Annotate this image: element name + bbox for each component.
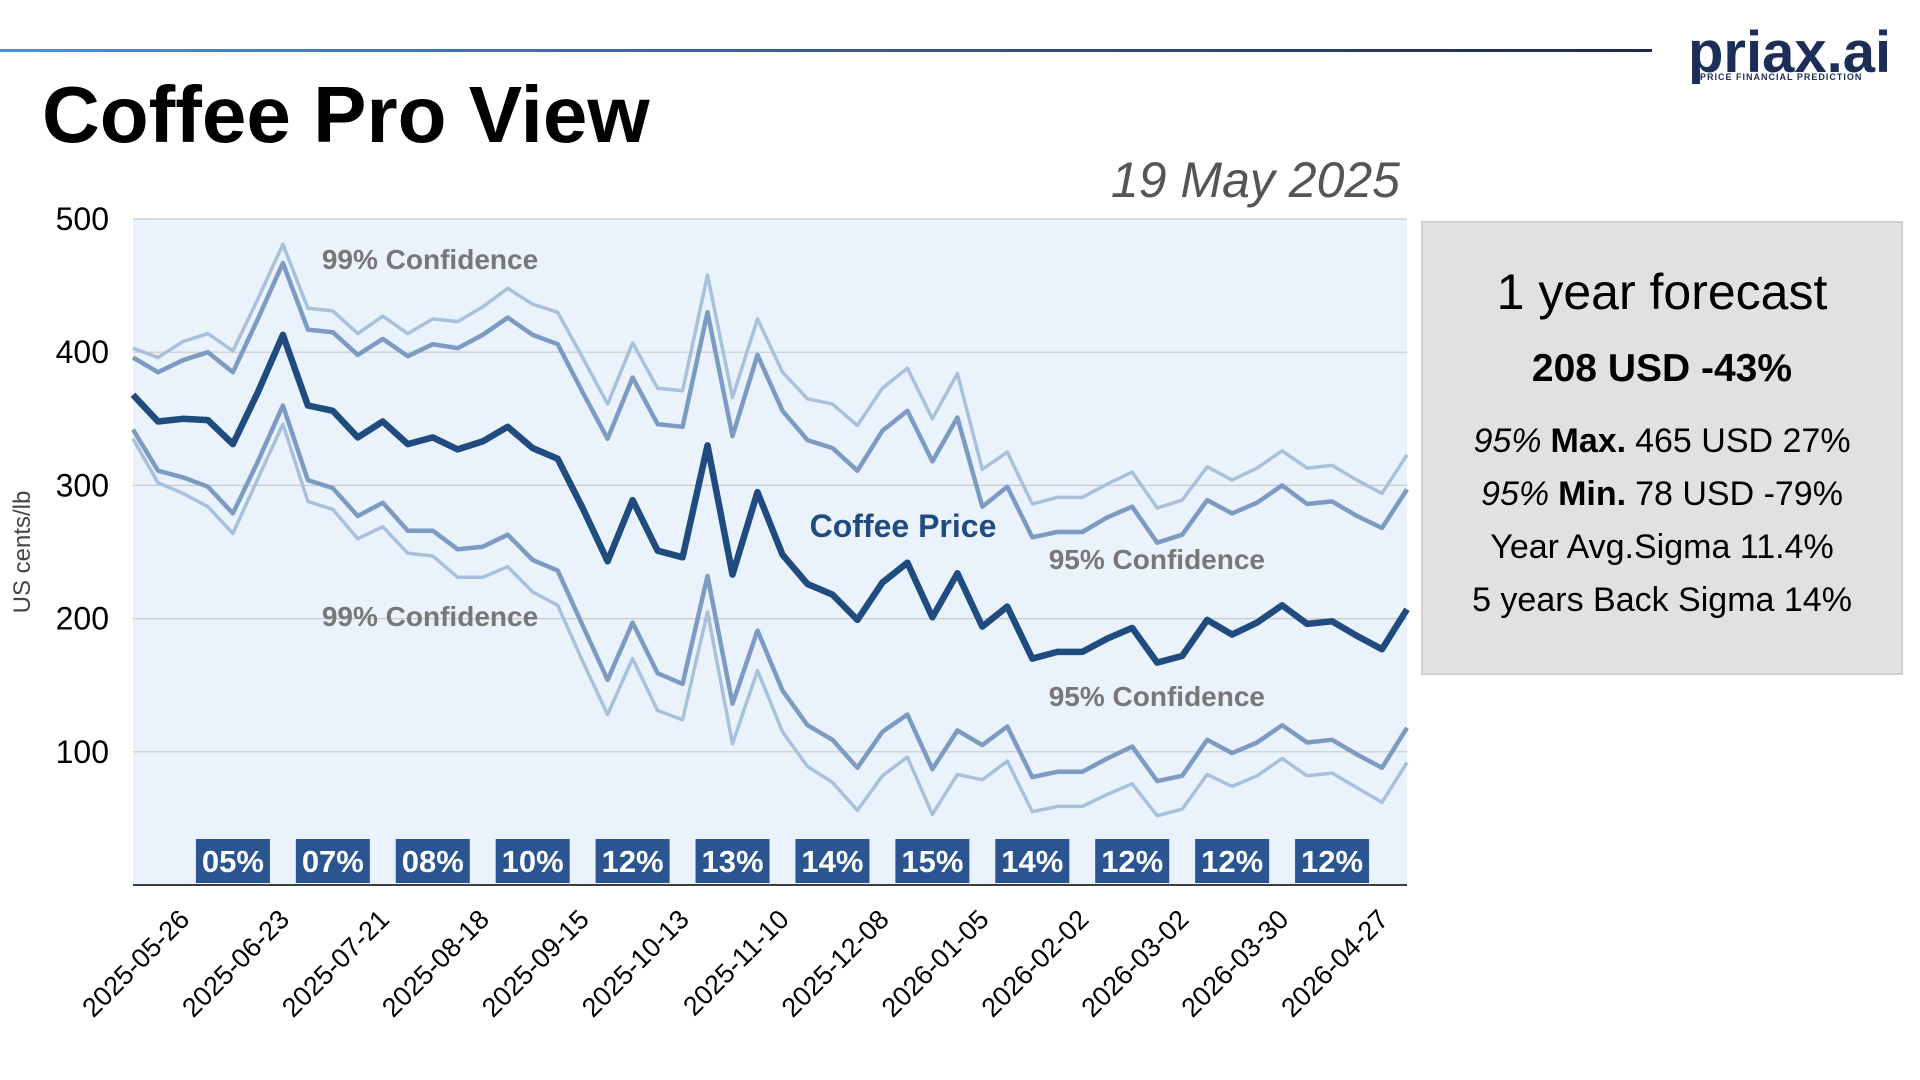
logo: priax.ai xyxy=(1688,20,1891,85)
x-tick-label: 2026-03-02 xyxy=(1076,904,1195,1023)
forecast-line: Year Avg.Sigma 11.4% xyxy=(1423,521,1901,574)
series-label: 95% Confidence xyxy=(1049,681,1265,712)
x-tick-label: 2025-12-08 xyxy=(776,904,895,1023)
forecast-line-kind: Max. xyxy=(1550,422,1627,460)
sigma-box xyxy=(1095,839,1170,883)
x-tick-label: 2026-04-27 xyxy=(1275,904,1394,1023)
forecast-headline: 208 USD -43% xyxy=(1531,347,1793,390)
page-title: Coffee Pro View xyxy=(42,70,650,159)
sigma-box xyxy=(195,839,270,883)
series-label: 99% Confidence xyxy=(322,244,538,275)
y-tick-label: 100 xyxy=(56,734,109,770)
forecast-line-kind: Min. xyxy=(1558,475,1627,513)
sigma-label: 12% xyxy=(602,844,664,879)
x-tick-label: 2025-09-15 xyxy=(476,904,595,1023)
sigma-box xyxy=(595,839,670,883)
series-label-main: Coffee Price xyxy=(810,508,997,544)
forecast-line-level: 95% xyxy=(1481,475,1550,513)
forecast-lines: 95% Max. 465 USD 27% 95% Min. 78 USD -79% Year… xyxy=(1423,415,1901,627)
sigma-box xyxy=(895,839,970,883)
y-tick-label: 200 xyxy=(56,601,109,637)
forecast-line-text: 78 USD -79% xyxy=(1635,475,1843,513)
sigma-label: 12% xyxy=(1301,844,1363,879)
x-tick-label: 2026-01-05 xyxy=(876,904,995,1023)
sigma-box xyxy=(1195,839,1270,883)
series-line xyxy=(132,242,1409,510)
x-tick-label: 2025-10-13 xyxy=(576,904,695,1023)
forecast-line-level: 95% xyxy=(1473,422,1542,460)
series-line xyxy=(131,403,1409,784)
x-tick-label: 2025-06-23 xyxy=(176,904,295,1023)
header-rule xyxy=(0,49,1652,52)
sigma-label: 12% xyxy=(1201,844,1263,879)
sigma-label: 07% xyxy=(302,844,364,879)
sigma-label: 13% xyxy=(702,844,764,879)
forecast-line-text: Year Avg.Sigma 11.4% xyxy=(1490,528,1834,566)
sigma-box xyxy=(495,839,570,883)
sigma-box xyxy=(1295,839,1370,883)
x-tick-label: 2025-05-26 xyxy=(76,904,195,1023)
report-date: 19 May 2025 xyxy=(1111,152,1400,208)
sigma-box xyxy=(395,839,470,883)
x-tick-label: 2026-03-30 xyxy=(1175,904,1294,1023)
sigma-label: 08% xyxy=(402,844,464,879)
y-axis-label: US cents/lb xyxy=(9,491,36,614)
y-tick-label: 400 xyxy=(56,334,109,370)
series-line xyxy=(131,422,1409,818)
x-tick-label: 2025-08-18 xyxy=(376,904,495,1023)
series-label: 95% Confidence xyxy=(1049,544,1265,575)
sigma-box xyxy=(695,839,770,883)
sigma-label: 05% xyxy=(202,844,264,879)
forecast-line: 95% Max. 465 USD 27% xyxy=(1423,415,1901,468)
y-tick-label: 300 xyxy=(56,467,109,503)
series-line xyxy=(131,260,1409,545)
y-tick-label: 500 xyxy=(56,201,109,237)
sigma-box xyxy=(995,839,1070,883)
logo-tagline: PRICE FINANCIAL PREDICTION xyxy=(1700,72,1862,82)
series-line xyxy=(130,331,1410,666)
forecast-line: 5 years Back Sigma 14% xyxy=(1423,574,1901,627)
forecast-line-text: 5 years Back Sigma 14% xyxy=(1472,581,1852,619)
forecast-panel: 1 year forecast 208 USD -43% 95% Max. 465 … xyxy=(1421,221,1903,675)
sigma-label: 10% xyxy=(502,844,564,879)
sigma-label: 14% xyxy=(801,844,863,879)
x-tick-label: 2026-02-02 xyxy=(976,904,1095,1023)
sigma-label: 15% xyxy=(901,844,963,879)
sigma-label: 12% xyxy=(1101,844,1163,879)
plot-background xyxy=(133,219,1407,885)
sigma-box xyxy=(295,839,370,883)
forecast-title: 1 year forecast xyxy=(1496,264,1828,320)
forecast-line: 95% Min. 78 USD -79% xyxy=(1423,468,1901,521)
sigma-label: 14% xyxy=(1001,844,1063,879)
x-tick-label: 2025-07-21 xyxy=(276,904,395,1023)
forecast-line-text: 465 USD 27% xyxy=(1635,422,1851,460)
series-label: 99% Confidence xyxy=(322,601,538,632)
sigma-box xyxy=(795,839,870,883)
